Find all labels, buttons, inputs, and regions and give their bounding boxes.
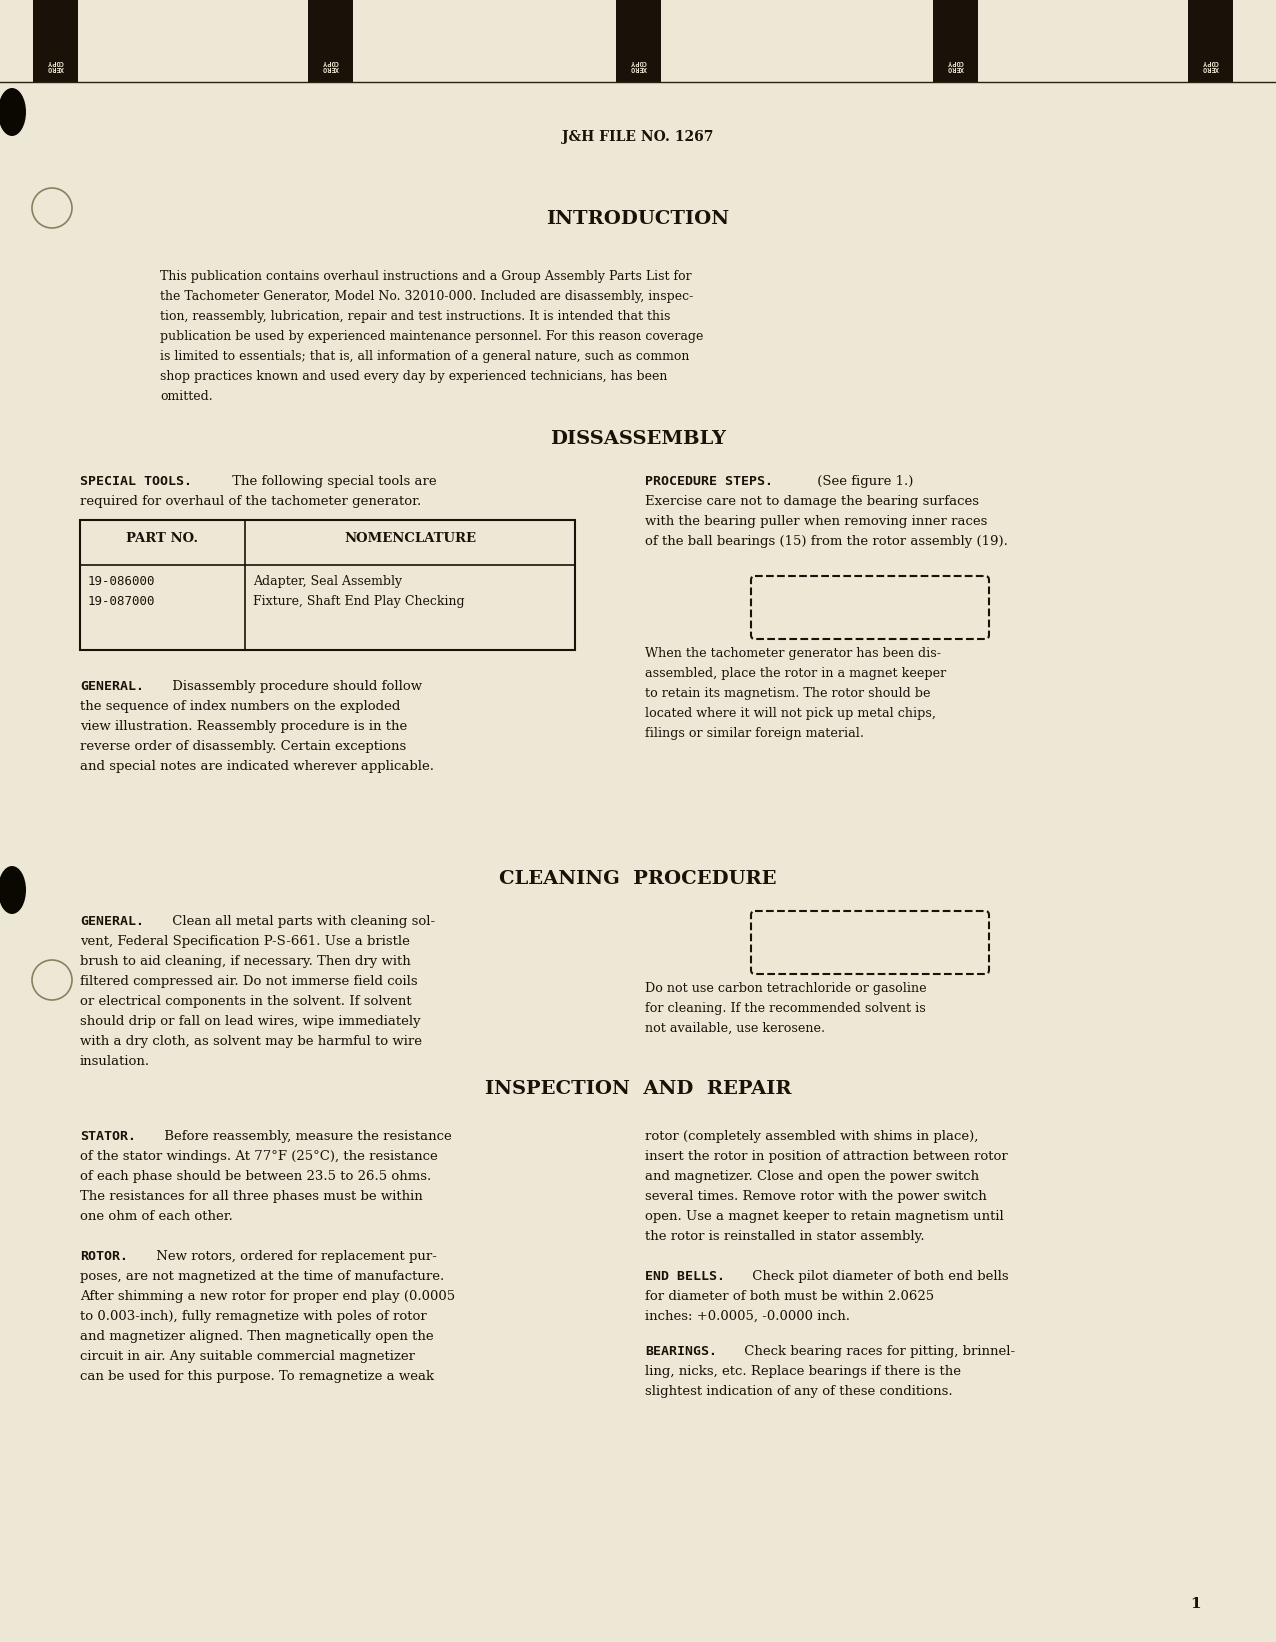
Bar	[308, 0, 353, 82]
Text: slightest indication of any of these conditions.: slightest indication of any of these con…	[644, 1384, 953, 1397]
Text: assembled, place the rotor in a magnet keeper: assembled, place the rotor in a magnet k…	[644, 667, 947, 680]
Ellipse shape	[0, 865, 26, 915]
Text: reverse order of disassembly. Certain exceptions: reverse order of disassembly. Certain ex…	[80, 741, 406, 754]
Text: XERO
COPY: XERO COPY	[947, 59, 963, 71]
Text: GENERAL.: GENERAL.	[80, 915, 144, 928]
Text: not available, use kerosene.: not available, use kerosene.	[644, 1021, 826, 1034]
Text: GENERAL.: GENERAL.	[80, 680, 144, 693]
Text: Exercise care not to damage the bearing surfaces: Exercise care not to damage the bearing …	[644, 494, 979, 507]
Text: 1: 1	[1191, 1598, 1201, 1611]
Text: ROTOR.: ROTOR.	[80, 1250, 128, 1263]
Text: tion, reassembly, lubrication, repair and test instructions. It is intended that: tion, reassembly, lubrication, repair an…	[160, 310, 670, 323]
Text: Check pilot diameter of both end bells: Check pilot diameter of both end bells	[748, 1269, 1008, 1282]
Text: of the ball bearings (15) from the rotor assembly (19).: of the ball bearings (15) from the rotor…	[644, 535, 1008, 548]
Text: XERO
COPY: XERO COPY	[46, 59, 64, 71]
Text: The following special tools are: The following special tools are	[228, 475, 436, 488]
Text: or electrical components in the solvent. If solvent: or electrical components in the solvent.…	[80, 995, 412, 1008]
Text: XERO
COPY: XERO COPY	[629, 59, 647, 71]
Text: of each phase should be between 23.5 to 26.5 ohms.: of each phase should be between 23.5 to …	[80, 1171, 431, 1182]
Text: Check bearing races for pitting, brinnel-: Check bearing races for pitting, brinnel…	[740, 1345, 1016, 1358]
FancyBboxPatch shape	[752, 911, 989, 974]
Bar	[933, 0, 977, 82]
Text: and magnetizer aligned. Then magnetically open the: and magnetizer aligned. Then magneticall…	[80, 1330, 434, 1343]
Text: poses, are not magnetized at the time of manufacture.: poses, are not magnetized at the time of…	[80, 1269, 444, 1282]
Bar	[80, 521, 575, 650]
Text: New rotors, ordered for replacement pur-: New rotors, ordered for replacement pur-	[152, 1250, 436, 1263]
Text: PROCEDURE STEPS.: PROCEDURE STEPS.	[644, 475, 773, 488]
Bar	[616, 0, 661, 82]
Text: SPECIAL TOOLS.: SPECIAL TOOLS.	[80, 475, 191, 488]
Text: Disassembly procedure should follow: Disassembly procedure should follow	[168, 680, 422, 693]
Text: one ohm of each other.: one ohm of each other.	[80, 1210, 234, 1223]
Text: PART NO.: PART NO.	[126, 532, 198, 545]
Text: and special notes are indicated wherever applicable.: and special notes are indicated wherever…	[80, 760, 434, 773]
Text: circuit in air. Any suitable commercial magnetizer: circuit in air. Any suitable commercial …	[80, 1350, 415, 1363]
Text: NOMENCLATURE: NOMENCLATURE	[345, 532, 476, 545]
Text: BEARINGS.: BEARINGS.	[644, 1345, 717, 1358]
Text: vent, Federal Specification P-S-661. Use a bristle: vent, Federal Specification P-S-661. Use…	[80, 934, 410, 947]
Text: DISSASSEMBLY: DISSASSEMBLY	[550, 430, 726, 448]
Text: Before reassembly, measure the resistance: Before reassembly, measure the resistanc…	[160, 1130, 452, 1143]
Text: to retain its magnetism. The rotor should be: to retain its magnetism. The rotor shoul…	[644, 686, 930, 699]
Text: The resistances for all three phases must be within: The resistances for all three phases mus…	[80, 1190, 422, 1204]
Text: the sequence of index numbers on the exploded: the sequence of index numbers on the exp…	[80, 699, 401, 713]
Text: for cleaning. If the recommended solvent is: for cleaning. If the recommended solvent…	[644, 1002, 926, 1015]
Text: to 0.003-inch), fully remagnetize with poles of rotor: to 0.003-inch), fully remagnetize with p…	[80, 1310, 426, 1323]
Text: CAUTION: CAUTION	[828, 594, 911, 608]
Text: CAUTION: CAUTION	[828, 929, 911, 943]
Text: XERO
COPY: XERO COPY	[322, 59, 338, 71]
Text: rotor (completely assembled with shims in place),: rotor (completely assembled with shims i…	[644, 1130, 979, 1143]
Text: can be used for this purpose. To remagnetize a weak: can be used for this purpose. To remagne…	[80, 1369, 434, 1383]
Text: the rotor is reinstalled in stator assembly.: the rotor is reinstalled in stator assem…	[644, 1230, 925, 1243]
Text: with a dry cloth, as solvent may be harmful to wire: with a dry cloth, as solvent may be harm…	[80, 1034, 422, 1048]
Text: STATOR.: STATOR.	[80, 1130, 137, 1143]
Text: 19-086000: 19-086000	[88, 575, 156, 588]
Text: of the stator windings. At 77°F (25°C), the resistance: of the stator windings. At 77°F (25°C), …	[80, 1149, 438, 1163]
Text: the Tachometer Generator, Model No. 32010-000. Included are disassembly, inspec-: the Tachometer Generator, Model No. 3201…	[160, 291, 693, 304]
Text: should drip or fall on lead wires, wipe immediately: should drip or fall on lead wires, wipe …	[80, 1015, 421, 1028]
Text: view illustration. Reassembly procedure is in the: view illustration. Reassembly procedure …	[80, 719, 407, 732]
Bar	[33, 0, 78, 82]
Text: publication be used by experienced maintenance personnel. For this reason covera: publication be used by experienced maint…	[160, 330, 703, 343]
Text: Fixture, Shaft End Play Checking: Fixture, Shaft End Play Checking	[253, 594, 464, 608]
Text: filings or similar foreign material.: filings or similar foreign material.	[644, 727, 864, 741]
Text: is limited to essentials; that is, all information of a general nature, such as : is limited to essentials; that is, all i…	[160, 350, 689, 363]
Text: When the tachometer generator has been dis-: When the tachometer generator has been d…	[644, 647, 940, 660]
Text: J&H FILE NO. 1267: J&H FILE NO. 1267	[563, 130, 713, 144]
Text: Adapter, Seal Assembly: Adapter, Seal Assembly	[253, 575, 402, 588]
Text: (See figure 1.): (See figure 1.)	[813, 475, 914, 488]
Text: Do not use carbon tetrachloride or gasoline: Do not use carbon tetrachloride or gasol…	[644, 982, 926, 995]
Text: inches: +0.0005, -0.0000 inch.: inches: +0.0005, -0.0000 inch.	[644, 1310, 850, 1323]
Text: CLEANING  PROCEDURE: CLEANING PROCEDURE	[499, 870, 777, 888]
Text: Clean all metal parts with cleaning sol-: Clean all metal parts with cleaning sol-	[168, 915, 435, 928]
Text: open. Use a magnet keeper to retain magnetism until: open. Use a magnet keeper to retain magn…	[644, 1210, 1004, 1223]
Text: and magnetizer. Close and open the power switch: and magnetizer. Close and open the power…	[644, 1171, 979, 1182]
Text: for diameter of both must be within 2.0625: for diameter of both must be within 2.06…	[644, 1291, 934, 1304]
Text: shop practices known and used every day by experienced technicians, has been: shop practices known and used every day …	[160, 369, 667, 383]
Text: ling, nicks, etc. Replace bearings if there is the: ling, nicks, etc. Replace bearings if th…	[644, 1365, 961, 1378]
Text: END BELLS.: END BELLS.	[644, 1269, 725, 1282]
Text: required for overhaul of the tachometer generator.: required for overhaul of the tachometer …	[80, 494, 421, 507]
Text: insulation.: insulation.	[80, 1056, 151, 1067]
FancyBboxPatch shape	[752, 576, 989, 639]
Text: After shimming a new rotor for proper end play (0.0005: After shimming a new rotor for proper en…	[80, 1291, 456, 1304]
Text: XERO
COPY: XERO COPY	[1202, 59, 1219, 71]
Text: several times. Remove rotor with the power switch: several times. Remove rotor with the pow…	[644, 1190, 986, 1204]
Text: located where it will not pick up metal chips,: located where it will not pick up metal …	[644, 708, 937, 719]
Text: This publication contains overhaul instructions and a Group Assembly Parts List : This publication contains overhaul instr…	[160, 269, 692, 282]
Bar	[1188, 0, 1233, 82]
Text: insert the rotor in position of attraction between rotor: insert the rotor in position of attracti…	[644, 1149, 1008, 1163]
Text: filtered compressed air. Do not immerse field coils: filtered compressed air. Do not immerse …	[80, 975, 417, 988]
Ellipse shape	[0, 89, 26, 136]
Text: INTRODUCTION: INTRODUCTION	[546, 210, 730, 228]
Text: with the bearing puller when removing inner races: with the bearing puller when removing in…	[644, 516, 988, 529]
Text: 19-087000: 19-087000	[88, 594, 156, 608]
Text: brush to aid cleaning, if necessary. Then dry with: brush to aid cleaning, if necessary. The…	[80, 956, 411, 969]
Text: INSPECTION  AND  REPAIR: INSPECTION AND REPAIR	[485, 1080, 791, 1098]
Text: omitted.: omitted.	[160, 391, 213, 402]
